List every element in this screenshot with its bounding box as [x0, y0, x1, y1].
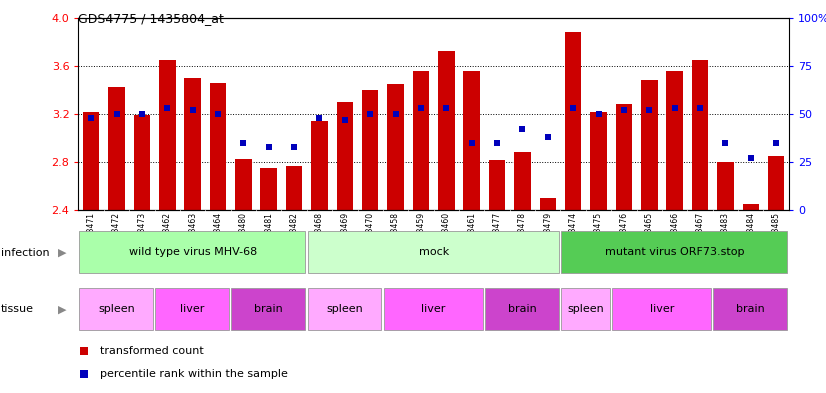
- Bar: [692, 60, 708, 210]
- Text: brain: brain: [737, 303, 765, 314]
- Bar: [489, 160, 506, 210]
- Bar: [307, 288, 382, 330]
- Text: mock: mock: [419, 246, 449, 257]
- Bar: [485, 288, 559, 330]
- Bar: [286, 166, 302, 210]
- Bar: [438, 51, 454, 210]
- Bar: [235, 158, 252, 210]
- Bar: [79, 231, 306, 273]
- Bar: [387, 84, 404, 210]
- Text: brain: brain: [254, 303, 283, 314]
- Text: spleen: spleen: [98, 303, 135, 314]
- Bar: [743, 204, 759, 210]
- Bar: [591, 112, 607, 210]
- Text: ▶: ▶: [58, 248, 66, 257]
- Text: transformed count: transformed count: [100, 346, 203, 356]
- Bar: [641, 80, 657, 210]
- Bar: [768, 156, 785, 210]
- Bar: [134, 115, 150, 210]
- Bar: [362, 90, 378, 210]
- Text: percentile rank within the sample: percentile rank within the sample: [100, 369, 287, 379]
- Text: liver: liver: [180, 303, 205, 314]
- Text: spleen: spleen: [326, 303, 363, 314]
- Text: wild type virus MHV-68: wild type virus MHV-68: [129, 246, 257, 257]
- Text: mutant virus ORF73.stop: mutant virus ORF73.stop: [605, 246, 744, 257]
- Bar: [561, 231, 787, 273]
- Text: ▶: ▶: [58, 305, 66, 314]
- Bar: [231, 288, 306, 330]
- Bar: [714, 288, 787, 330]
- Bar: [565, 32, 582, 210]
- Bar: [184, 78, 201, 210]
- Bar: [307, 231, 559, 273]
- Text: liver: liver: [650, 303, 674, 314]
- Text: tissue: tissue: [1, 305, 34, 314]
- Bar: [210, 83, 226, 210]
- Bar: [615, 104, 632, 210]
- Bar: [260, 168, 277, 210]
- Bar: [108, 88, 125, 210]
- Bar: [159, 60, 175, 210]
- Text: spleen: spleen: [567, 303, 605, 314]
- Bar: [463, 71, 480, 210]
- Bar: [155, 288, 230, 330]
- Text: brain: brain: [508, 303, 537, 314]
- Text: liver: liver: [421, 303, 446, 314]
- Bar: [515, 152, 530, 210]
- Bar: [539, 198, 556, 210]
- Bar: [717, 162, 733, 210]
- Text: infection: infection: [1, 248, 50, 257]
- Bar: [561, 288, 610, 330]
- Bar: [311, 121, 328, 210]
- Bar: [337, 102, 353, 210]
- Bar: [383, 288, 483, 330]
- Bar: [413, 71, 430, 210]
- Bar: [612, 288, 711, 330]
- Text: GDS4775 / 1435804_at: GDS4775 / 1435804_at: [78, 12, 225, 25]
- Bar: [83, 112, 99, 210]
- Bar: [667, 71, 683, 210]
- Bar: [79, 288, 153, 330]
